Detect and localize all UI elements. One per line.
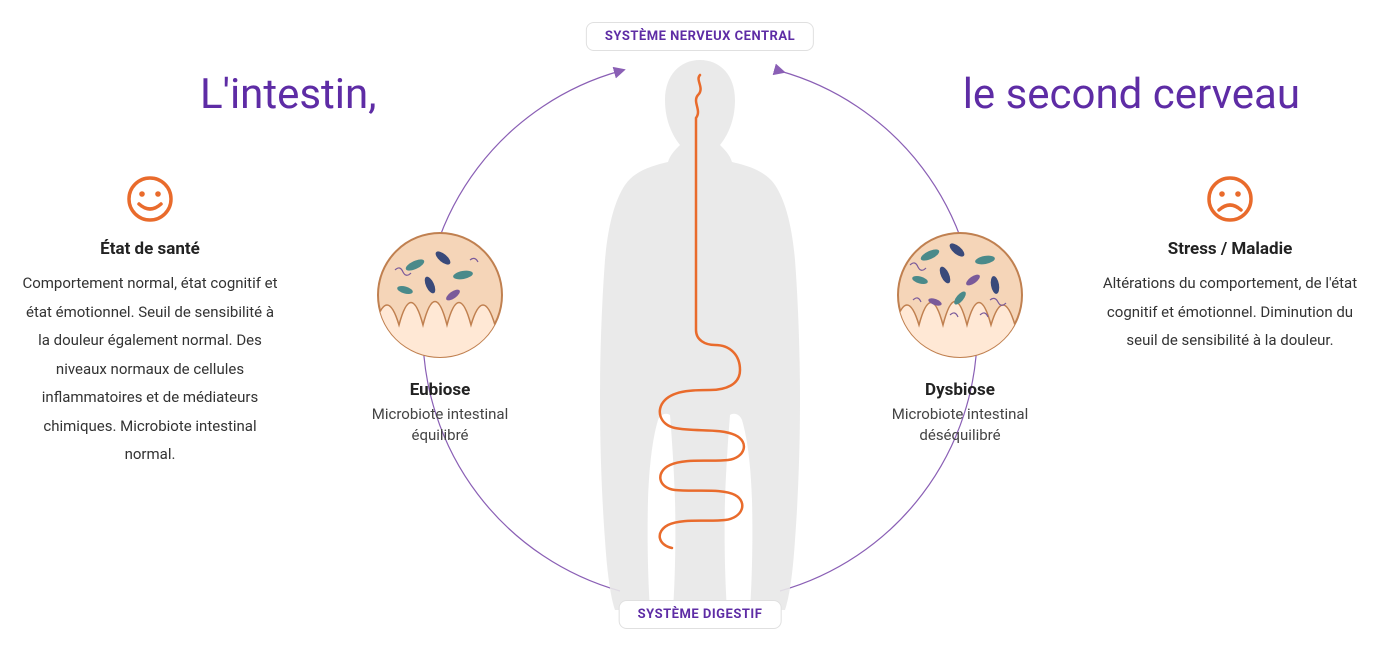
dysbiose-circle [895, 230, 1025, 360]
eubiose-label: Eubiose Microbiote intestinal équilibré [350, 380, 530, 446]
stress-body: Altérations du comportement, de l'état c… [1100, 269, 1360, 355]
health-heading: État de santé [20, 239, 280, 259]
smile-icon [126, 175, 174, 223]
dysbiose-label: Dysbiose Microbiote intestinal déséquili… [870, 380, 1050, 446]
eubiose-circle [375, 230, 505, 360]
digestive-label: SYSTÈME DIGESTIF [619, 600, 782, 629]
health-panel: État de santé Comportement normal, état … [20, 175, 280, 469]
cns-label: SYSTÈME NERVEUX CENTRAL [586, 22, 814, 51]
dysbiose-desc: Microbiote intestinal déséquilibré [870, 404, 1050, 446]
eubiose-heading: Eubiose [350, 380, 530, 400]
stress-panel: Stress / Maladie Altérations du comporte… [1100, 175, 1360, 355]
stress-heading: Stress / Maladie [1100, 239, 1360, 259]
health-body: Comportement normal, état cognitif et ét… [20, 269, 280, 469]
eubiose-desc: Microbiote intestinal équilibré [350, 404, 530, 446]
dysbiose-heading: Dysbiose [870, 380, 1050, 400]
title-left: L'intestin, [200, 70, 376, 119]
frown-icon [1206, 175, 1254, 223]
title-right: le second cerveau [963, 70, 1300, 119]
body-silhouette [550, 50, 850, 610]
